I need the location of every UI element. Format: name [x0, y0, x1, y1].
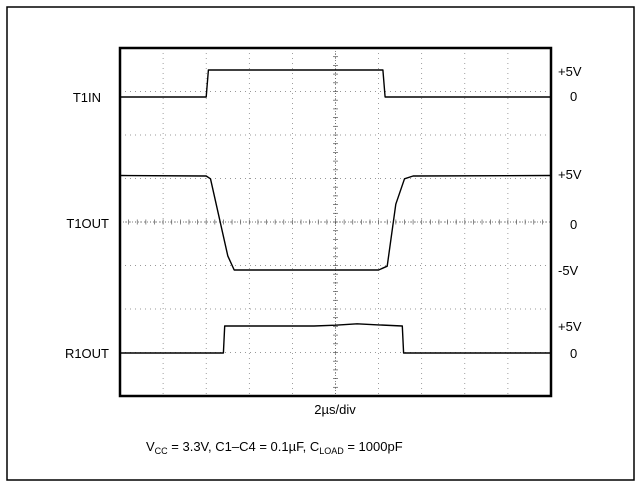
channel-label-t1in: T1IN	[73, 90, 101, 105]
caption-vcc-subscript: CC	[155, 446, 168, 456]
caption-vcc: V	[146, 439, 155, 454]
scale-label-t1out-zero: 0	[570, 217, 577, 232]
scale-label-t1out-low: -5V	[558, 263, 579, 278]
channel-label-t1out: T1OUT	[66, 216, 109, 231]
caption-load-value: = 1000pF	[344, 439, 403, 454]
caption-load-subscript: LOAD	[319, 446, 344, 456]
caption: VCC = 3.3V, C1–C4 = 0.1µF, CLOAD = 1000p…	[146, 439, 403, 456]
trace-r1out	[120, 323, 551, 354]
scale-label-t1in-high: +5V	[558, 64, 582, 79]
x-axis-label: 2µs/div	[314, 402, 356, 417]
channel-label-r1out: R1OUT	[65, 346, 109, 361]
scale-label-r1out-zero: 0	[570, 346, 577, 361]
trace-t1out	[119, 174, 552, 271]
scale-label-t1out-high: +5V	[558, 167, 582, 182]
plot-area-border	[118, 46, 553, 398]
scale-label-t1in-zero: 0	[570, 89, 577, 104]
scale-label-r1out-high: +5V	[558, 319, 582, 334]
caption-capacitors: = 3.3V, C1–C4 = 0.1µF, C	[168, 439, 320, 454]
trace-t1in	[120, 69, 551, 98]
scope-grid	[119, 47, 552, 397]
figure-frame	[6, 6, 635, 481]
traces	[119, 69, 552, 354]
